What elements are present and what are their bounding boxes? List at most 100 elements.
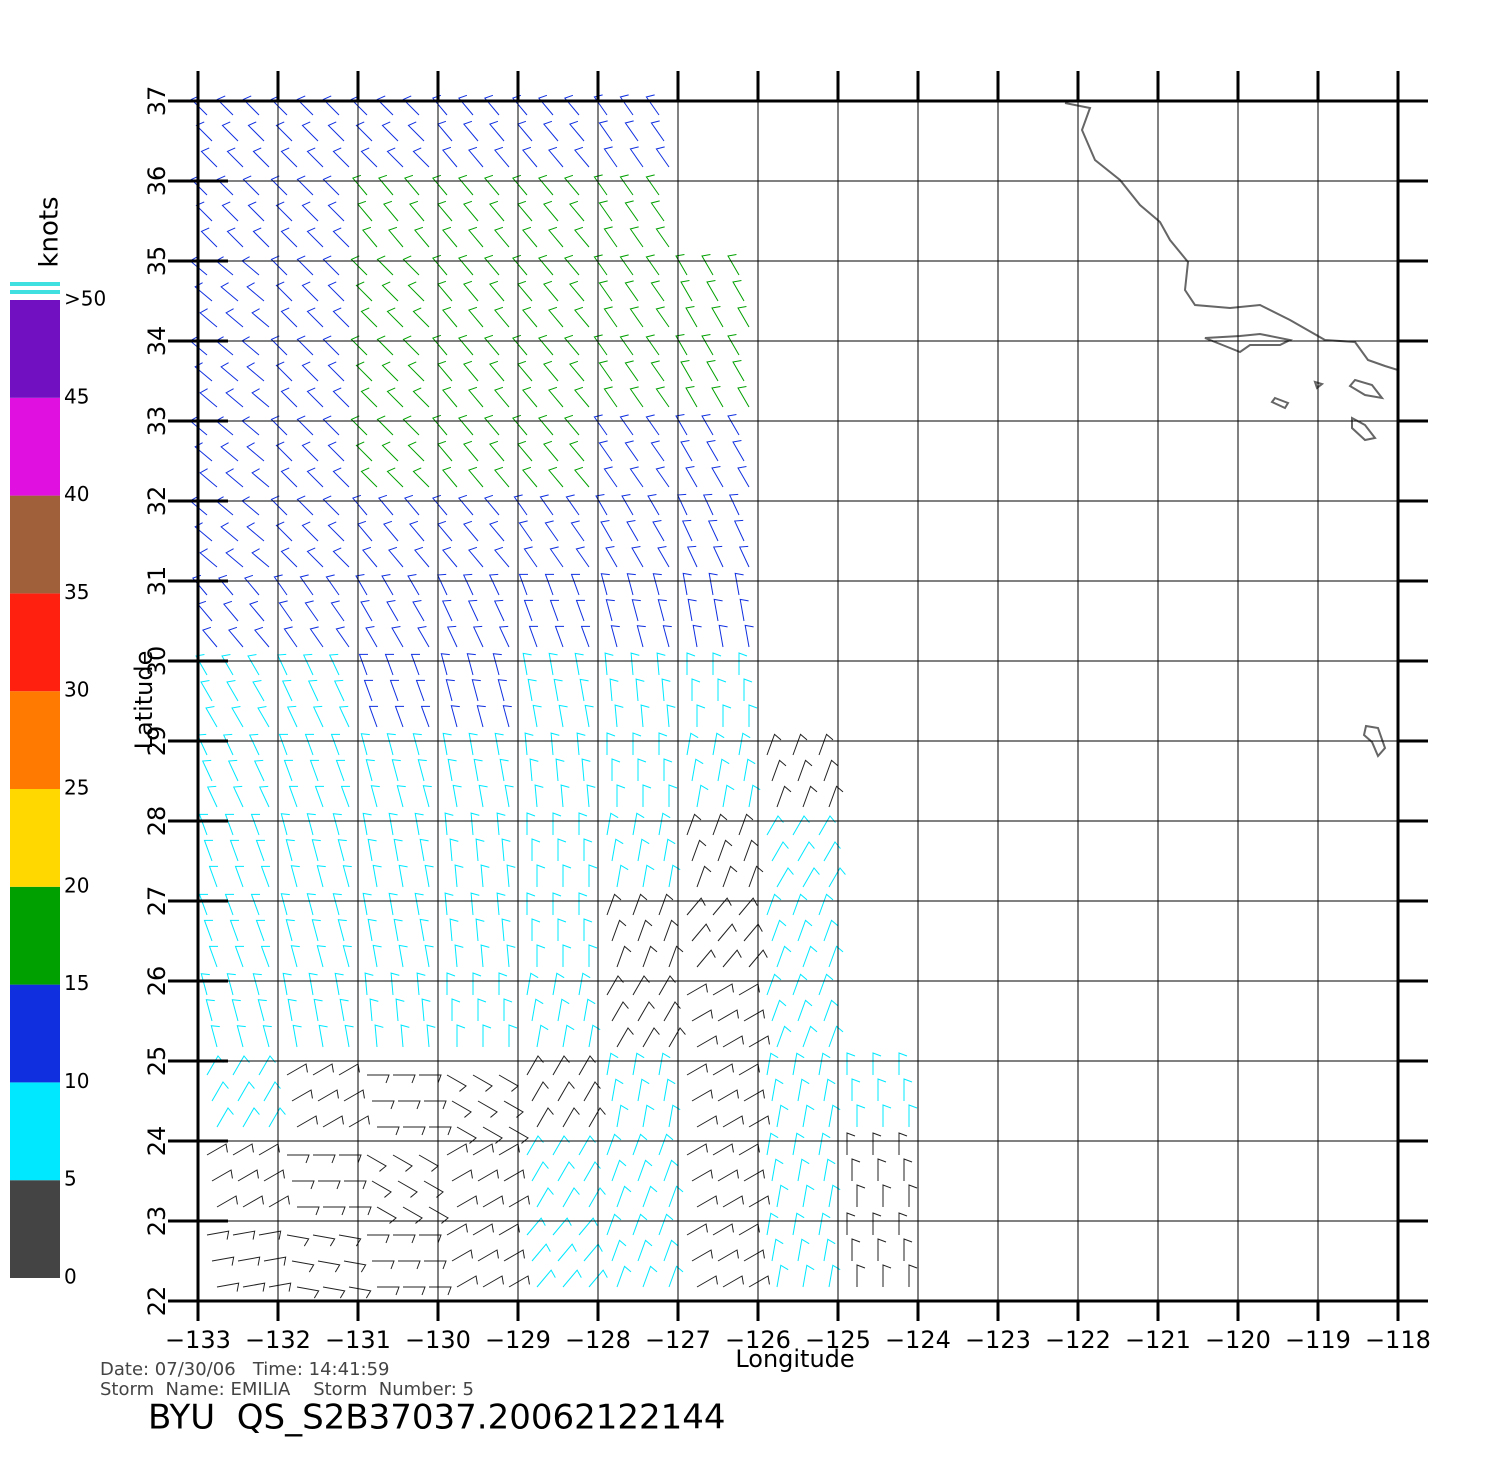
wind-barb (278, 600, 293, 622)
wind-barb (287, 1154, 310, 1164)
wind-barb (771, 841, 789, 862)
wind-barb (882, 1104, 892, 1127)
wind-barb (818, 1132, 831, 1156)
wind-barb (388, 546, 404, 568)
colorbar-cap (10, 282, 60, 286)
wind-barb (518, 520, 533, 542)
wind-barb (242, 175, 260, 196)
wind-barb (578, 1055, 596, 1076)
wind-barb (727, 334, 740, 356)
wind-barb (645, 94, 660, 116)
wind-barb (446, 1223, 468, 1236)
wind-barb (792, 815, 810, 836)
wind-barb (381, 441, 399, 462)
wind-barb (237, 1169, 259, 1182)
wind-barb (691, 1249, 713, 1262)
wind-barb (374, 1024, 384, 1048)
wind-barb (348, 1286, 372, 1299)
wind-barb (558, 704, 568, 728)
wind-barb (258, 1230, 282, 1240)
wind-barb (828, 1184, 841, 1208)
wind-barb (642, 945, 658, 968)
wind-barb (562, 1269, 582, 1288)
wind-barb (407, 281, 425, 302)
wind-barb (368, 705, 379, 728)
wind-barb (412, 387, 430, 408)
wind-barb (898, 1132, 908, 1155)
wind-barb (658, 975, 676, 996)
island (1362, 724, 1387, 758)
wind-barb (480, 864, 490, 888)
wind-barb (337, 839, 347, 862)
wind-barb (437, 360, 453, 382)
wind-barb (562, 1024, 575, 1048)
wind-barb (637, 919, 653, 942)
colorbar-tick-label: 20 (64, 873, 89, 897)
wind-barb (296, 495, 314, 516)
wind-barb (398, 1100, 421, 1110)
wind-barb (650, 440, 665, 462)
wind-barb (489, 360, 505, 382)
wind-barb (253, 759, 265, 782)
wind-barb (220, 442, 239, 462)
wind-barb (663, 1239, 679, 1262)
colorbar-tick-label: 5 (64, 1167, 77, 1191)
wind-barb (708, 572, 718, 596)
wind-barb (548, 466, 564, 488)
wind-barb (205, 706, 218, 728)
wind-barb (686, 652, 696, 675)
wind-barb (691, 1089, 713, 1102)
wind-barb (360, 733, 370, 756)
wind-barb (631, 546, 644, 568)
wind-barb (456, 1024, 466, 1047)
wind-barb (301, 201, 319, 222)
wind-barb (424, 944, 434, 968)
wind-barb (194, 522, 213, 542)
wind-barb (766, 893, 782, 916)
wind-barb (588, 1024, 601, 1048)
wind-barb (360, 600, 373, 622)
wind-barb (658, 732, 668, 755)
wind-barb (766, 733, 782, 756)
wind-barb (614, 704, 624, 728)
wind-barb (650, 200, 665, 222)
colorbar-band (10, 300, 60, 398)
wind-barb (224, 813, 235, 836)
wind-barb (575, 599, 586, 622)
wind-barb (722, 784, 735, 808)
wind-barb (508, 1275, 530, 1288)
wind-barb (766, 973, 782, 996)
wind-barb (696, 865, 712, 888)
wind-barb (420, 705, 431, 728)
wind-barb (583, 998, 596, 1022)
wind-barb (208, 945, 219, 968)
wind-barb (717, 1249, 739, 1262)
wind-barb (802, 1184, 815, 1208)
wind-barb (442, 226, 458, 248)
wind-barb (712, 813, 728, 836)
wind-barb (611, 758, 621, 781)
wind-barb (574, 226, 590, 248)
wind-barb (588, 1107, 606, 1128)
wind-barb (283, 626, 298, 648)
wind-barb (637, 1078, 650, 1102)
x-tick-label: −125 (805, 1326, 871, 1354)
colorbar-band (10, 886, 60, 985)
wind-barb (557, 1243, 577, 1262)
wind-barb (360, 387, 378, 408)
wind-barb (738, 1143, 760, 1156)
wind-barb (548, 652, 558, 676)
wind-barb (652, 573, 662, 596)
wind-barb (400, 1024, 410, 1048)
wind-barb (661, 678, 671, 702)
wind-barb (662, 625, 672, 648)
wind-barb (624, 360, 639, 382)
colorbar-tick-label: 10 (64, 1069, 89, 1093)
wind-barb (437, 120, 453, 142)
wind-barb (412, 600, 425, 622)
wind-barb (251, 548, 270, 568)
wind-barb (498, 625, 510, 648)
y-tick-label: 32 (143, 486, 171, 517)
wind-barb (658, 812, 671, 836)
wind-barb (398, 864, 408, 888)
